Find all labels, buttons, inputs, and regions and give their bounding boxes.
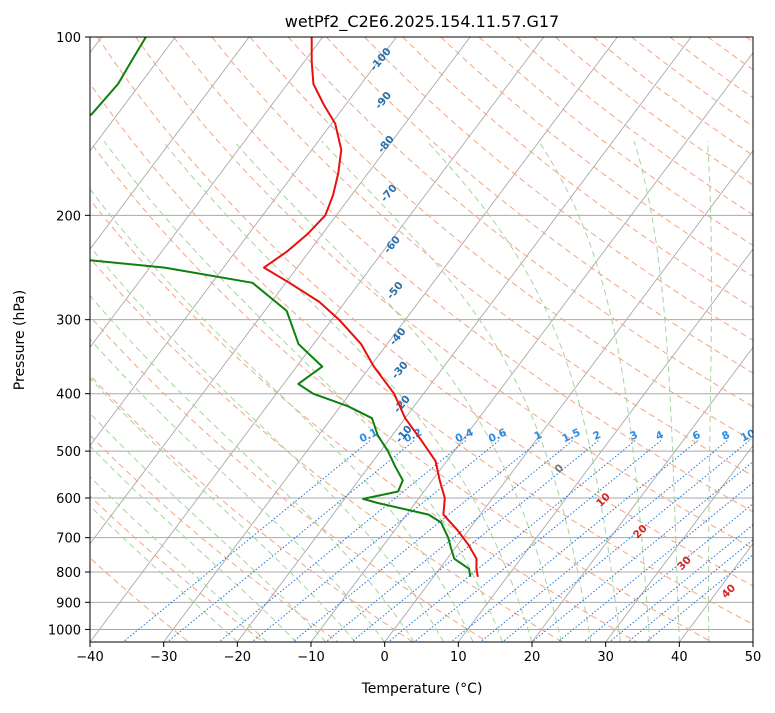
x-tick-label: 20 [524,650,541,665]
y-tick-label: 900 [56,596,81,611]
x-tick-label: 40 [671,650,688,665]
x-axis-label: Temperature (°C) [361,681,483,697]
y-tick-label: 700 [56,532,81,547]
y-tick-label: 600 [56,492,81,507]
x-tick-label: −30 [150,650,177,665]
x-tick-label: −10 [297,650,324,665]
x-tick-label: −20 [224,650,251,665]
y-tick-label: 100 [56,31,81,46]
y-tick-label: 200 [56,209,81,224]
y-tick-label: 400 [56,388,81,403]
x-tick-label: 30 [597,650,614,665]
y-tick-label: 800 [56,566,81,581]
y-axis-label: Pressure (hPa) [12,290,28,390]
x-tick-label: −40 [76,650,103,665]
y-tick-label: 500 [56,445,81,460]
chart-title: wetPf2_C2E6.2025.154.11.57.G17 [285,12,559,32]
y-tick-label: 1000 [48,623,81,638]
x-tick-label: 0 [381,650,389,665]
x-tick-label: 10 [450,650,467,665]
x-tick-label: 50 [745,650,762,665]
y-tick-label: 300 [56,314,81,329]
